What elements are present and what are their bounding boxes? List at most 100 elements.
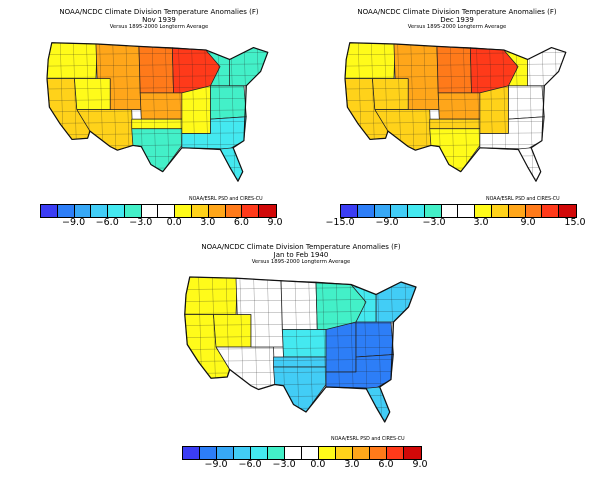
climate-region-spl (273, 356, 327, 368)
color-scale-tick-label: 9.0 (267, 217, 283, 228)
color-scale-swatch (124, 205, 142, 217)
us-anomaly-map (46, 42, 269, 182)
color-scale-bar (340, 204, 577, 218)
color-scale-tick-label: −6.0 (238, 459, 262, 470)
color-scale-swatch (285, 447, 302, 459)
color-scale-swatch (74, 205, 92, 217)
color-scale-swatch (357, 205, 375, 217)
panel-subtitle: Versus 1895-2000 Longterm Average (251, 259, 351, 266)
color-scale-ticks: −9.0 −6.0 −3.0 0.0 3.0 6.0 9.0 (40, 217, 283, 229)
color-scale-swatch (374, 205, 392, 217)
color-scale-swatch (353, 447, 370, 459)
color-scale-tick-label: −9.0 (375, 217, 399, 228)
color-scale-tick-label: 3.0 (200, 217, 216, 228)
panel-title: NOAA/NCDC Climate Division Temperature A… (357, 8, 557, 16)
map-panel-jan-feb-1940: NOAA/NCDC Climate Division Temperature A… (170, 238, 432, 474)
color-scale-swatch (225, 205, 243, 217)
panel-titles: NOAA/NCDC Climate Division Temperature A… (30, 8, 288, 30)
color-scale-tick-label: −3.0 (272, 459, 296, 470)
color-scale-tick-label: 6.0 (233, 217, 249, 228)
color-scale-swatch (208, 205, 226, 217)
color-scale-swatch (158, 205, 176, 217)
climate-region-gb (74, 78, 111, 110)
color-scale-tick-label: 9.0 (412, 459, 428, 470)
color-scale-swatch (542, 205, 560, 217)
color-scale-tick-label: −9.0 (62, 217, 86, 228)
panel-period: Jan to Feb 1940 (273, 251, 329, 260)
color-scale-swatch (475, 205, 493, 217)
color-scale-swatch (336, 447, 353, 459)
climate-region-gb (213, 314, 252, 348)
color-scale-tick-label: 3.0 (344, 459, 360, 470)
us-outline (184, 276, 417, 423)
panel-title: NOAA/NCDC Climate Division Temperature A… (59, 8, 259, 16)
color-scale-swatch (175, 205, 193, 217)
color-scale-swatch (41, 205, 58, 217)
climate-region-pnw (46, 42, 98, 79)
climate-region-cpl (281, 329, 327, 358)
panel-titles: NOAA/NCDC Climate Division Temperature A… (170, 243, 432, 265)
climate-region-pnw (184, 276, 238, 315)
color-scale-tick-label: 0.0 (310, 459, 326, 470)
panel-titles: NOAA/NCDC Climate Division Temperature A… (328, 8, 586, 30)
color-scale-tick-label: −3.0 (129, 217, 153, 228)
climate-region-ohv (355, 321, 394, 358)
color-scale-swatch (319, 447, 336, 459)
credit-label: NOAA/ESRL PSD and CIRES-CU (486, 197, 560, 202)
panel-period: Nov 1939 (142, 16, 176, 25)
color-scale-swatch (234, 447, 251, 459)
climate-region-spl (131, 118, 183, 130)
climate-region-ohv (508, 85, 545, 120)
climate-region-spl (429, 118, 481, 130)
color-scale-swatch (404, 447, 421, 459)
color-scale-swatch (183, 447, 200, 459)
color-scale-swatch (391, 205, 409, 217)
color-scale-swatch (441, 205, 459, 217)
climate-region-cpl (437, 92, 481, 120)
color-scale-swatch (424, 205, 442, 217)
climate-region-ohv (210, 85, 247, 120)
color-scale-bar (182, 446, 422, 460)
color-scale-ticks: −9.0 −6.0 −3.0 0.0 3.0 6.0 9.0 (182, 459, 427, 471)
color-scale-swatch (251, 447, 268, 459)
color-scale-tick-label: −3.0 (422, 217, 446, 228)
color-scale-swatch (492, 205, 509, 217)
us-outline (46, 42, 269, 182)
color-scale-swatch (200, 447, 217, 459)
color-scale-swatch (387, 447, 404, 459)
color-scale-swatch (559, 205, 576, 217)
us-anomaly-map (184, 276, 417, 423)
color-scale-bar (40, 204, 277, 218)
climate-region-tx (429, 128, 481, 173)
color-scale-swatch (508, 205, 526, 217)
color-scale-tick-label: −15.0 (325, 217, 355, 228)
color-scale-swatch (91, 205, 109, 217)
color-scale-swatch (141, 205, 159, 217)
credit-label: NOAA/ESRL PSD and CIRES-CU (189, 197, 263, 202)
color-scale-tick-label: 15.0 (564, 217, 586, 228)
color-scale-tick-label: 0.0 (166, 217, 182, 228)
color-scale-swatch (57, 205, 75, 217)
panel-title: NOAA/NCDC Climate Division Temperature A… (201, 243, 401, 251)
panel-period: Dec 1939 (440, 16, 474, 25)
climate-region-gb (372, 78, 409, 110)
color-scale-swatch (341, 205, 358, 217)
color-scale-swatch (108, 205, 125, 217)
color-scale-swatch (259, 205, 276, 217)
color-scale-swatch (370, 447, 387, 459)
climate-region-pnw (344, 42, 396, 79)
color-scale-swatch (268, 447, 285, 459)
color-scale-swatch (458, 205, 476, 217)
color-scale-swatch (525, 205, 543, 217)
color-scale-swatch (302, 447, 319, 459)
climate-region-tx (131, 128, 183, 173)
color-scale-swatch (192, 205, 209, 217)
color-scale-tick-label: −9.0 (204, 459, 228, 470)
credit-label: NOAA/ESRL PSD and CIRES-CU (331, 437, 405, 442)
climate-region-tx (273, 366, 327, 413)
us-anomaly-map (344, 42, 567, 182)
panel-subtitle: Versus 1895-2000 Longterm Average (109, 24, 209, 31)
panel-subtitle: Versus 1895-2000 Longterm Average (407, 24, 507, 31)
color-scale-tick-label: 9.0 (520, 217, 536, 228)
color-scale-swatch (408, 205, 425, 217)
